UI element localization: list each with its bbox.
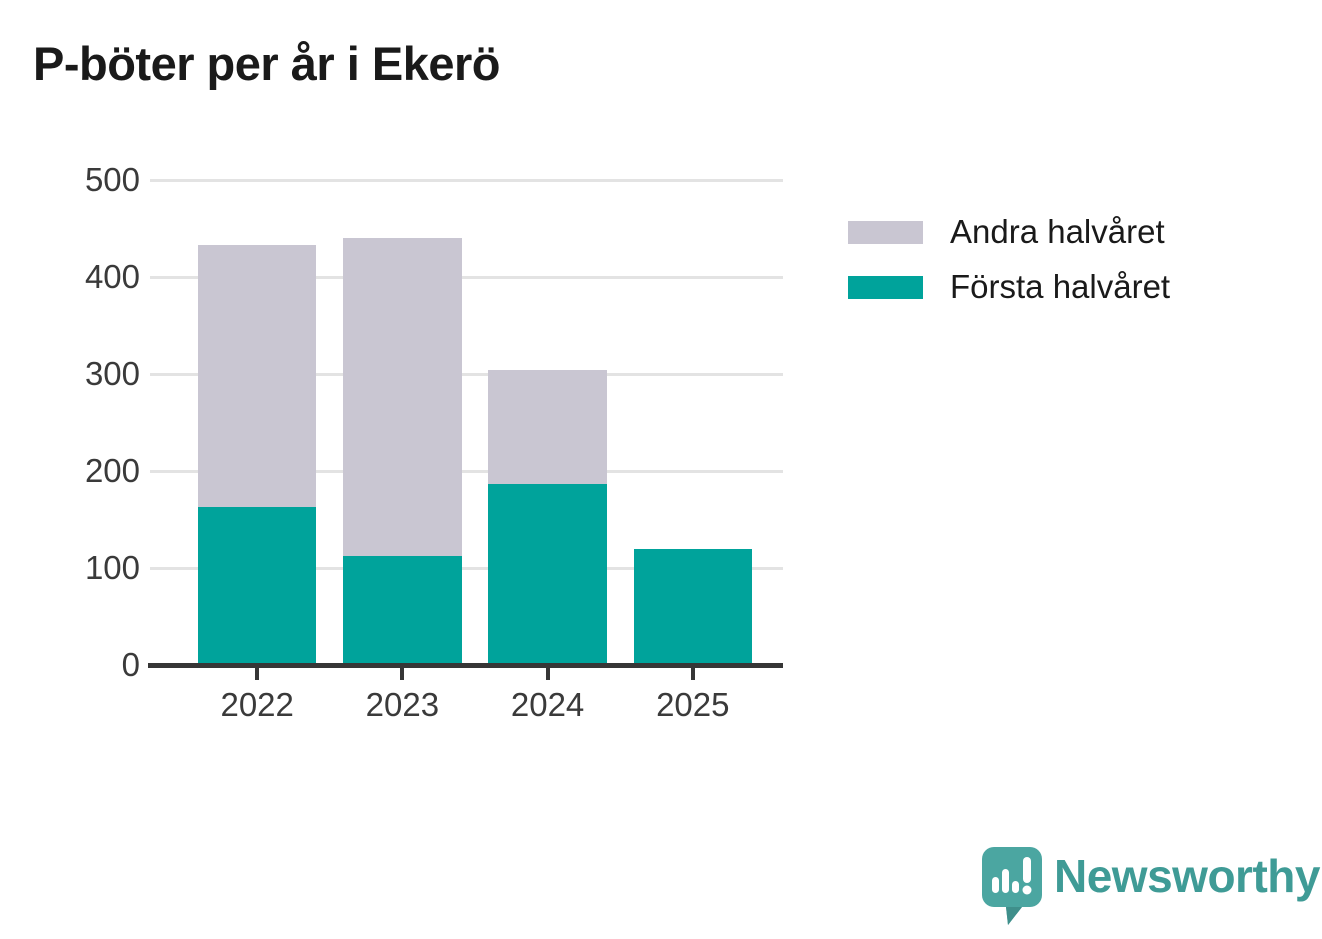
newsworthy-logo-icon [980, 845, 1044, 931]
x-tick-2022 [255, 667, 260, 680]
gridline-500 [150, 178, 783, 182]
legend-label: Andra halvåret [950, 213, 1165, 250]
chart-title: P-böter per år i Ekerö [33, 37, 501, 90]
bar-segment-2022-första-halvåret [197, 506, 317, 665]
x-tick-2023 [400, 667, 405, 680]
y-axis-label-500: 500 [84, 161, 140, 198]
gridline-100 [150, 566, 783, 570]
x-tick-2025 [690, 667, 695, 680]
y-axis-label-100: 100 [84, 549, 140, 586]
x-axis-label-2024: 2024 [510, 686, 585, 723]
y-axis-label-300: 300 [84, 355, 140, 392]
x-axis-label-2025: 2025 [656, 686, 730, 723]
brand-footer: Newsworthy [980, 845, 1320, 931]
y-axis-label-200: 200 [84, 452, 140, 489]
bar-segment-2024-första-halvåret [488, 483, 607, 665]
legend-swatch [848, 275, 923, 299]
y-axis-label-0: 0 [121, 646, 140, 683]
bar-segment-2023-andra-halvåret [343, 238, 462, 557]
y-axis-label-400: 400 [84, 258, 140, 295]
bar-segment-2023-första-halvåret [343, 556, 462, 665]
gridline-200 [150, 469, 783, 473]
x-axis-label-2023: 2023 [365, 686, 440, 723]
gridline-400 [150, 275, 783, 279]
bar-segment-2025-första-halvåret [633, 548, 753, 665]
x-axis-line [148, 662, 783, 668]
newsworthy-logo-text: Newsworthy [1054, 850, 1320, 902]
gridline-300 [150, 372, 783, 376]
bar-segment-2022-andra-halvåret [197, 244, 317, 507]
legend: Andra halvåret Första halvåret [848, 213, 1171, 324]
legend-label: Första halvåret [950, 268, 1171, 305]
bar-segment-2024-andra-halvåret [488, 370, 607, 484]
legend-item-första-halvåret: Första halvåret [848, 268, 1171, 305]
x-axis-label-2022: 2022 [220, 686, 294, 723]
legend-swatch [848, 220, 923, 244]
x-tick-2024 [545, 667, 550, 680]
legend-item-andra-halvåret: Andra halvåret [848, 213, 1170, 250]
